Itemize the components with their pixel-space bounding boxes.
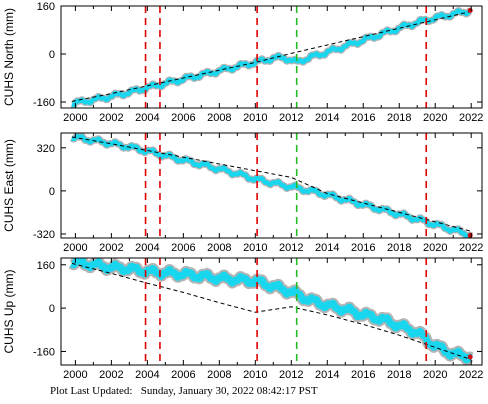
plot-frame	[60, 132, 483, 239]
x-tick-label: 2016	[351, 369, 375, 381]
observed-series	[70, 8, 473, 108]
model-series	[71, 10, 472, 102]
model-series	[71, 136, 472, 232]
x-tick-label: 2012	[279, 369, 303, 381]
x-tick-label: 2002	[99, 112, 123, 124]
x-tick-label: 2008	[207, 242, 231, 254]
y-axis-label: CUHS North (mm)	[2, 8, 16, 106]
x-tick-label: 2010	[243, 112, 267, 124]
chart-panel-3: 2000 2002 2004 2006 2008 2010 2012 2014 2016 2018…	[2, 257, 483, 381]
y-tick-label: 160	[37, 1, 55, 13]
x-tick-label: 2018	[387, 369, 411, 381]
observed-series	[69, 258, 474, 364]
x-tick-label: 2002	[99, 369, 123, 381]
x-tick-label: 2004	[135, 112, 159, 124]
recent-point	[467, 232, 473, 238]
x-tick-label: 2004	[135, 369, 159, 381]
x-tick-label: 2000	[63, 369, 87, 381]
y-axis-label: CUHS East (mm)	[2, 139, 16, 232]
y-tick-label: 320	[37, 143, 55, 155]
x-tick-label: 2006	[171, 369, 195, 381]
footer-label: Plot Last Updated:	[50, 385, 133, 397]
x-tick-label: 2018	[387, 242, 411, 254]
x-tick-label: 2006	[171, 242, 195, 254]
plot-frame	[60, 5, 483, 109]
x-tick-label: 2002	[99, 242, 123, 254]
recent-point	[467, 354, 473, 360]
chart-panel-2: 2000 2002 2004 2006 2008 2010 2012 2014 2016 2018…	[2, 132, 483, 254]
x-tick-label: 2022	[459, 112, 483, 124]
plot-frame	[60, 257, 483, 366]
x-tick-label: 2016	[351, 242, 375, 254]
x-tick-label: 2020	[423, 242, 447, 254]
footer-timestamp: Sunday, January 30, 2022 08:42:17 PST	[140, 385, 318, 397]
y-axis-label: CUHS Up (mm)	[2, 270, 16, 354]
x-tick-label: 2006	[171, 112, 195, 124]
x-tick-label: 2016	[351, 112, 375, 124]
x-tick-label: 2022	[459, 369, 483, 381]
recent-point	[467, 8, 473, 13]
x-tick-label: 2008	[207, 369, 231, 381]
observed-series	[70, 133, 473, 238]
x-tick-label: 2012	[279, 112, 303, 124]
y-tick-label: -160	[33, 346, 55, 358]
plot-updated-footer: Plot Last Updated: Sunday, January 30, 2…	[50, 385, 318, 397]
x-tick-label: 2000	[63, 242, 87, 254]
x-tick-label: 2014	[315, 112, 339, 124]
gps-timeseries-figure: 2000 2002 2004 2006 2008 2010 2012 2014 2016 2018…	[2, 1, 483, 381]
x-tick-label: 2020	[423, 112, 447, 124]
x-tick-label: 2018	[387, 112, 411, 124]
x-tick-label: 2010	[243, 369, 267, 381]
chart-panel-1: 2000 2002 2004 2006 2008 2010 2012 2014 2016 2018…	[2, 1, 483, 124]
y-tick-label: -320	[33, 229, 55, 241]
x-tick-label: 2008	[207, 112, 231, 124]
y-tick-label: 160	[37, 260, 55, 272]
x-tick-label: 2004	[135, 242, 159, 254]
x-tick-label: 2000	[63, 112, 87, 124]
x-tick-label: 2014	[315, 369, 339, 381]
x-tick-label: 2014	[315, 242, 339, 254]
model-series	[71, 262, 472, 361]
x-tick-label: 2010	[243, 242, 267, 254]
x-tick-label: 2020	[423, 369, 447, 381]
x-tick-label: 2022	[459, 242, 483, 254]
y-tick-label: 0	[49, 49, 55, 61]
y-tick-label: -160	[33, 97, 55, 109]
x-tick-label: 2012	[279, 242, 303, 254]
y-tick-label: 0	[49, 303, 55, 315]
y-tick-label: 0	[49, 186, 55, 198]
